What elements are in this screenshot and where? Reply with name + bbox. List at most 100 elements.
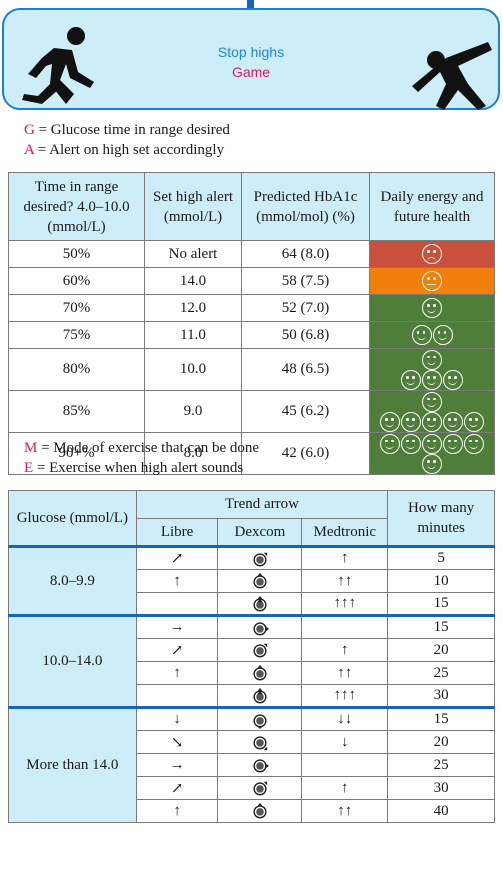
col-tir: Time in range desired? 4.0–10.0 (mmol/L) xyxy=(8,172,145,241)
minutes-value: 10 xyxy=(387,569,495,593)
dexcom-trend-icon xyxy=(253,759,269,773)
face-row xyxy=(370,433,494,475)
medtronic-arrow: ↓↓ xyxy=(301,706,389,731)
happy-face-icon xyxy=(380,412,400,433)
dexcom-trend-icon xyxy=(253,736,268,751)
dexcom-cell xyxy=(217,706,303,731)
col-glucose: Glucose (mmol/L) xyxy=(8,490,137,547)
minutes-value: 20 xyxy=(387,730,495,754)
medtronic-arrow xyxy=(301,753,389,777)
col-minutes: How many minutes xyxy=(387,490,495,547)
exercise-row: 10.0–14.0 → 15 xyxy=(8,614,495,708)
happy-face-icon xyxy=(422,298,442,319)
minutes-value: 30 xyxy=(387,776,495,800)
dexcom-trend-icon xyxy=(253,643,268,658)
glucose-range: 8.0–9.9 xyxy=(8,545,137,616)
exercise-row: ↗ ↑ 20 xyxy=(9,638,495,662)
hba1c-value: 58 (7.5) xyxy=(241,267,370,295)
glucose-range: 10.0–14.0 xyxy=(8,614,137,708)
health-cell xyxy=(369,267,495,295)
hba1c-value: 45 (6.2) xyxy=(241,390,370,434)
legend-bottom: M = Mode of exercise that can be done E … xyxy=(24,438,259,478)
col-dexcom: Dexcom xyxy=(217,518,303,547)
tir-value: 90+% xyxy=(8,432,145,476)
libre-arrow: ↑ xyxy=(135,799,219,823)
face-row xyxy=(370,412,494,433)
tir-value: 50% xyxy=(8,240,145,268)
alert-value: 12.0 xyxy=(144,294,242,322)
dexcom-cell xyxy=(217,545,303,570)
dexcom-cell xyxy=(217,661,303,685)
exercise-row: ↑ ↑↑ 25 xyxy=(9,661,495,685)
libre-arrow: ↗ xyxy=(135,638,219,662)
health-cell xyxy=(369,432,495,476)
legend-top: G = Glucose time in range desired A = Al… xyxy=(24,120,230,160)
top-connector xyxy=(247,0,254,12)
health-cell xyxy=(369,390,495,434)
glucose-range: More than 14.0 xyxy=(8,706,137,823)
happy-face-icon xyxy=(422,349,442,370)
happy-face-icon xyxy=(443,412,463,433)
exercise-row: ↑↑↑ 15 xyxy=(9,592,495,616)
face-row xyxy=(370,370,494,391)
medtronic-arrow: ↑ xyxy=(301,776,389,800)
exercise-row: 8.0–9.9 ↗ ↑ 5 xyxy=(8,545,495,616)
libre-arrow: ↑ xyxy=(135,569,219,593)
legend-line-a: A = Alert on high set accordingly xyxy=(24,142,225,158)
exercise-row: ↑ ↑↑ 40 xyxy=(9,799,495,823)
health-cell xyxy=(369,321,495,349)
col-hba1c: Predicted HbA1c (mmol/mol) (%) xyxy=(241,172,370,241)
alert-value: 10.0 xyxy=(144,347,242,392)
dexcom-trend-icon xyxy=(253,572,267,589)
alert-value: 11.0 xyxy=(144,321,242,349)
happy-face-icon xyxy=(401,370,421,391)
happy-face-icon xyxy=(422,454,442,475)
tir-row: 60% 14.0 58 (7.5) xyxy=(8,267,495,295)
happy-face-icon xyxy=(422,391,442,412)
dexcom-trend-icon xyxy=(253,552,268,566)
hba1c-value: 64 (8.0) xyxy=(241,240,370,268)
happy-face-icon xyxy=(464,433,484,454)
game-title: Stop highs xyxy=(217,44,285,60)
dexcom-cell xyxy=(217,684,303,708)
game-header: Stop highs Game xyxy=(2,8,500,110)
neutral-face-icon xyxy=(422,271,442,292)
legend-line-e: E = Exercise when high alert sounds xyxy=(24,460,244,476)
happy-face-icon xyxy=(443,370,463,391)
col-health: Daily energy and future health xyxy=(369,172,495,241)
medtronic-arrow: ↑ xyxy=(301,638,389,662)
running-person-icon xyxy=(22,27,94,104)
tir-row: 80% 10.0 48 (6.5) xyxy=(8,347,495,392)
happy-face-icon xyxy=(443,433,463,454)
exercise-table: Glucose (mmol/L) Trend arrow How many mi… xyxy=(8,490,495,823)
face-row xyxy=(370,325,494,346)
dexcom-cell xyxy=(217,753,303,777)
libre-arrow: → xyxy=(135,753,219,777)
dexcom-trend-icon xyxy=(253,687,267,703)
medtronic-arrow: ↑↑ xyxy=(301,661,389,685)
col-medtronic: Medtronic xyxy=(301,518,389,547)
alert-value: 14.0 xyxy=(144,267,242,295)
happy-face-icon xyxy=(432,325,453,346)
dexcom-cell xyxy=(217,776,303,800)
alert-value: No alert xyxy=(144,240,242,268)
minutes-value: 5 xyxy=(387,545,495,570)
alert-value: 9.0 xyxy=(144,390,242,434)
legend-line-m: M = Mode of exercise that can be done xyxy=(24,440,260,456)
dexcom-cell xyxy=(217,614,303,639)
minutes-value: 15 xyxy=(387,706,495,731)
tir-value: 80% xyxy=(8,347,145,392)
libre-arrow: ↘ xyxy=(135,730,219,754)
minutes-value: 20 xyxy=(387,638,495,662)
tir-value: 60% xyxy=(8,267,145,295)
medtronic-arrow: ↑↑↑ xyxy=(301,684,389,708)
face-row xyxy=(370,298,494,319)
legend-line-g: G = Glucose time in range desired xyxy=(24,122,230,138)
dexcom-cell xyxy=(217,638,303,662)
tir-value: 85% xyxy=(8,390,145,434)
dexcom-cell xyxy=(217,730,303,754)
happy-face-icon xyxy=(422,433,442,454)
col-alert: Set high alert (mmol/L) xyxy=(144,172,242,241)
dexcom-trend-icon xyxy=(253,621,269,635)
tir-value: 75% xyxy=(8,321,145,349)
